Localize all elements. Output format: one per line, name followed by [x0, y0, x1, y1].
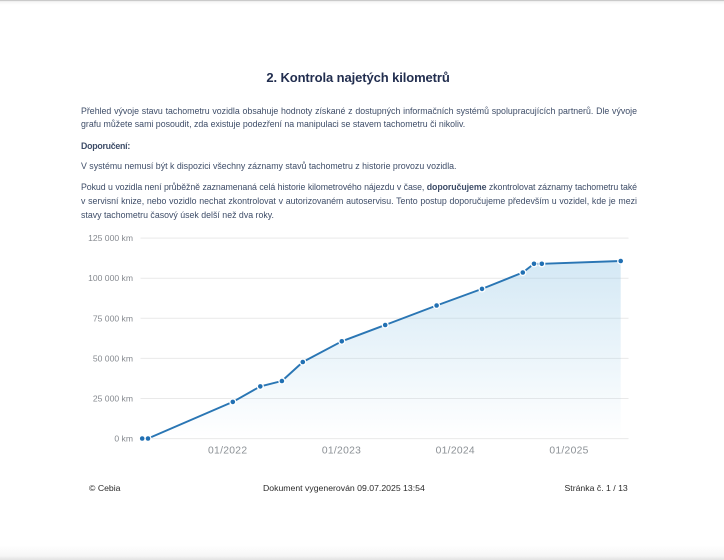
svg-text:50 000 km: 50 000 km [93, 353, 133, 363]
svg-text:01/2023: 01/2023 [322, 445, 361, 456]
svg-text:100 000 km: 100 000 km [88, 273, 133, 283]
svg-text:01/2024: 01/2024 [436, 445, 475, 456]
svg-text:01/2022: 01/2022 [208, 445, 247, 456]
svg-text:0 km: 0 km [114, 434, 133, 444]
svg-text:01/2025: 01/2025 [549, 445, 588, 456]
svg-text:75 000 km: 75 000 km [93, 313, 133, 323]
svg-text:25 000 km: 25 000 km [93, 394, 133, 404]
svg-text:125 000 km: 125 000 km [88, 233, 133, 243]
